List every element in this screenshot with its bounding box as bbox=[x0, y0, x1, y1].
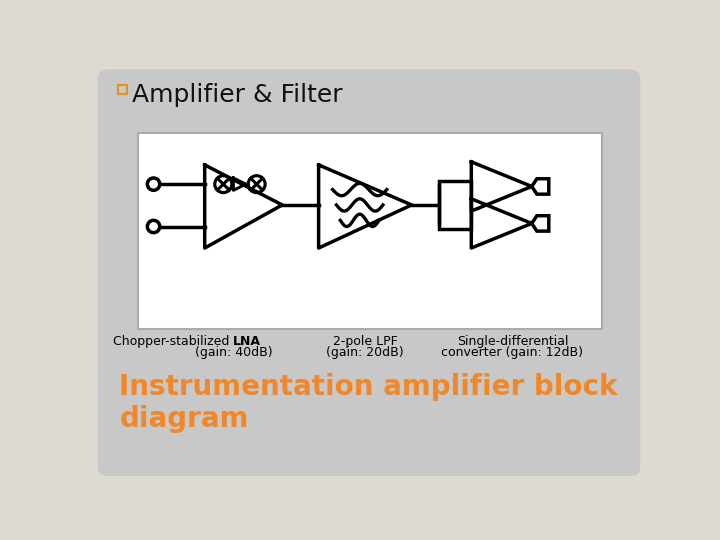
Text: Amplifier & Filter: Amplifier & Filter bbox=[132, 83, 343, 106]
Bar bbox=[438, 181, 472, 229]
Text: (gain: 40dB): (gain: 40dB) bbox=[194, 346, 272, 359]
Bar bbox=[118, 85, 127, 94]
FancyBboxPatch shape bbox=[98, 70, 640, 476]
Text: Single-differential: Single-differential bbox=[456, 335, 568, 348]
Text: Chopper-stabilized: Chopper-stabilized bbox=[113, 335, 233, 348]
Text: LNA: LNA bbox=[233, 335, 261, 348]
Text: (gain: 20dB): (gain: 20dB) bbox=[326, 346, 404, 359]
Text: Instrumentation amplifier block
diagram: Instrumentation amplifier block diagram bbox=[120, 373, 618, 433]
Bar bbox=[138, 132, 601, 329]
Text: converter (gain: 12dB): converter (gain: 12dB) bbox=[441, 346, 583, 359]
Text: 2-pole LPF: 2-pole LPF bbox=[333, 335, 397, 348]
